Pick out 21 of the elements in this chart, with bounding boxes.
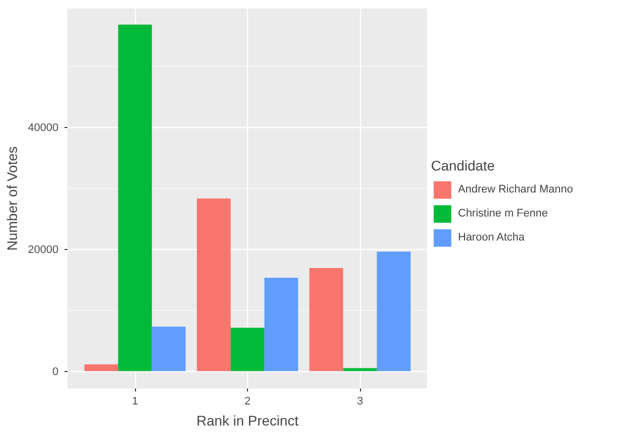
bar bbox=[343, 368, 377, 372]
y-tick-label: 0 bbox=[52, 366, 59, 378]
bar bbox=[264, 278, 298, 372]
bar bbox=[152, 326, 186, 372]
x-axis-title: Rank in Precinct bbox=[196, 412, 299, 428]
bar bbox=[230, 328, 264, 372]
y-tick-label: 20000 bbox=[28, 244, 59, 256]
bar bbox=[84, 364, 118, 372]
y-tick-label: 40000 bbox=[28, 122, 59, 134]
x-tick-label: 1 bbox=[132, 396, 138, 408]
legend-label: Andrew Richard Manno bbox=[458, 182, 573, 197]
x-tick-label: 2 bbox=[244, 396, 251, 408]
legend-label: Haroon Atcha bbox=[458, 230, 525, 245]
bar bbox=[309, 268, 344, 372]
x-tick-label: 3 bbox=[356, 396, 364, 408]
y-axis-title: Number of Votes bbox=[4, 146, 20, 251]
bar bbox=[376, 252, 411, 372]
bar bbox=[196, 198, 231, 372]
bar bbox=[118, 24, 152, 372]
legend-label: Christine m Fenne bbox=[458, 206, 548, 221]
legend-title: Candidate bbox=[431, 157, 496, 173]
